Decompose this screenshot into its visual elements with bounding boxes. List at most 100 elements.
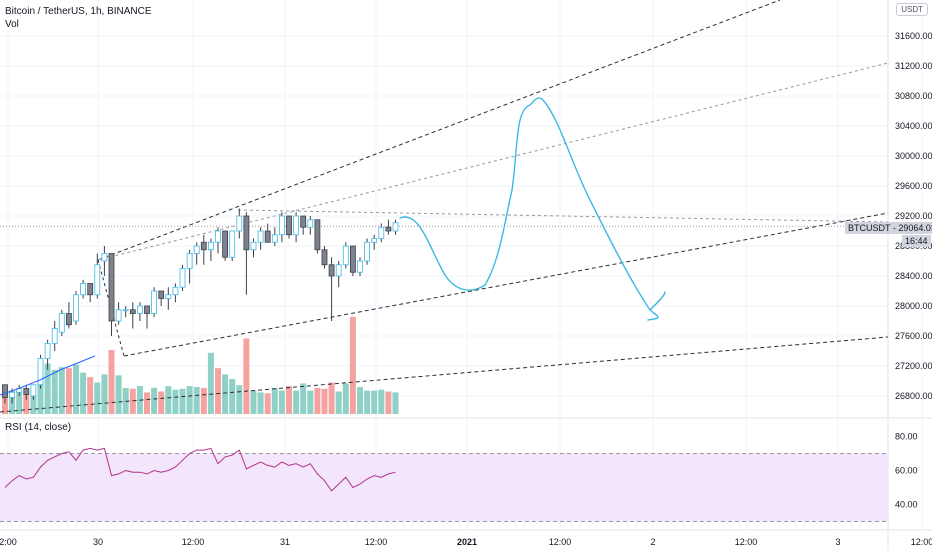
time-tick-label: 2:00 [0,537,17,547]
volume-bar [222,374,229,414]
candle-body [314,219,321,251]
price-tick-label: 27200.00 [895,361,932,371]
price-tick-label: 28400.00 [895,271,932,281]
trendline-mid-gray [97,62,889,261]
volume-bar [342,383,349,414]
horizontal-gray-line [237,209,889,223]
volume-bar [215,368,221,414]
volume-bar [364,390,371,414]
rsi-tick-label: 60.00 [895,466,918,476]
volume-bar [357,387,363,414]
volume-bar [44,363,51,414]
volume-bar [264,393,271,414]
rsi-pane [0,447,888,522]
volume-bar [307,390,314,414]
time-tick-label: 12:00 [365,537,388,547]
price-tick-label: 29600.00 [895,181,932,191]
price-tick-label: 29200.00 [895,211,932,221]
candle-body [207,241,214,251]
volume-bar [278,390,285,414]
rsi-tick-label: 40.00 [895,500,918,510]
volume-bar [335,391,342,414]
time-tick-label: 12:00 [549,537,572,547]
time-tick-label: 3 [835,537,840,547]
volume-bar [349,316,356,414]
time-tick-label: 12:00 [182,537,205,547]
candle-body [215,230,221,243]
time-tick-label: 2021 [457,537,477,547]
candle-body [293,215,300,236]
time-tick-label: 12:00 [911,537,932,547]
volume-bar [30,394,37,414]
candle-body [286,215,292,236]
candle-body [364,241,371,262]
candle-body [94,264,101,296]
rsi-tick-label: 80.00 [895,432,918,442]
volume-bar [207,352,214,414]
volume-bar [51,369,58,414]
volume-bar [250,390,257,414]
price-tick-label: 31200.00 [895,61,932,71]
volume-bar [236,385,243,414]
volume-bar [129,388,136,414]
price-tick-label: 28000.00 [895,301,932,311]
candle-body [328,264,335,277]
candle-body [30,384,37,397]
volume-bar [58,367,65,414]
volume-bar [144,392,150,414]
volume-bar [16,391,23,414]
candle-body [271,234,278,243]
candle-body [58,313,65,333]
trendline-drawings[interactable] [0,0,889,413]
candle-body [357,260,363,273]
volume-bar [300,383,307,414]
volume-bar [193,387,200,414]
volume-bar [243,338,250,414]
candle-body [37,358,44,386]
candle-body [101,253,108,262]
currency-button[interactable]: USDT [896,3,928,16]
rsi-line [4,447,396,492]
volume-bar [328,382,335,414]
candle-body [300,215,307,228]
candle-body [122,309,129,312]
price-tick-label: 30800.00 [895,91,932,101]
rsi-legend[interactable]: RSI (14, close) [5,422,72,433]
candle-body [229,230,236,258]
candle-body [307,219,314,228]
volume-bar [271,387,278,414]
candle-body [2,384,8,398]
volume-bar [87,377,94,414]
volume-bar [158,391,165,414]
candle-body [392,222,399,232]
volume-legend[interactable]: Vol [5,19,19,30]
candle-body [136,305,143,314]
forecast-drawing [399,97,666,321]
price-tick-label: 31600.00 [895,31,932,41]
volume-bar [37,378,44,414]
candle-body [264,230,271,243]
price-tick-label: 30000.00 [895,151,932,161]
time-tick-label: 12:00 [735,537,758,547]
volume-bar [229,378,236,414]
volume-bar [151,387,158,414]
volume-bar [179,388,186,414]
candle-body [151,290,158,314]
candlestick-series [0,208,399,404]
volume-bar [108,350,115,414]
volume-bar [200,387,207,414]
volume-bar [378,389,385,414]
candle-body [115,309,122,322]
candle-body [165,294,172,299]
symbol-legend[interactable]: Bitcoin / TetherUS, 1h, BINANCE [5,6,152,17]
candle-body [144,305,150,314]
candle-body [278,215,285,236]
time-tick-label: 2 [650,537,655,547]
price-tag-symbol: BTCUSDT [848,223,891,233]
price-tag: BTCUSDT - 29064.03 [845,222,932,234]
volume-bar [65,368,72,414]
volume-bar [321,388,328,414]
candle-body [236,215,243,232]
